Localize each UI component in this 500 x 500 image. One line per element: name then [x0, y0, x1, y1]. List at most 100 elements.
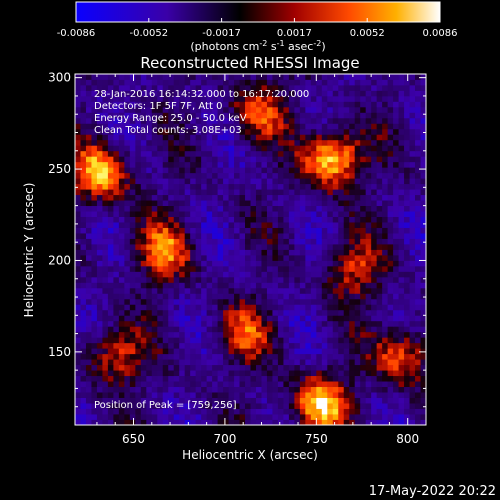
heatmap-cell — [305, 414, 312, 420]
heatmap-cell — [288, 370, 295, 377]
heatmap-cell — [371, 84, 378, 91]
heatmap-cell — [393, 397, 399, 404]
heatmap-cell — [376, 326, 383, 333]
heatmap-cell — [239, 183, 246, 190]
heatmap-cell — [113, 298, 120, 305]
heatmap-cell — [80, 276, 87, 283]
heatmap-cell — [217, 386, 224, 393]
heatmap-cell — [387, 408, 394, 415]
heatmap-cell — [404, 205, 410, 212]
heatmap-cell — [107, 90, 114, 97]
heatmap-cell — [228, 282, 235, 289]
heatmap-cell — [96, 145, 103, 152]
heatmap-cell — [255, 112, 262, 119]
heatmap-cell — [299, 145, 306, 152]
heatmap-cell — [129, 331, 136, 338]
heatmap-cell — [234, 254, 240, 261]
heatmap-cell — [113, 403, 120, 409]
heatmap-cell — [162, 106, 169, 113]
heatmap-cell — [184, 222, 191, 228]
heatmap-cell — [162, 392, 169, 398]
heatmap-cell — [168, 386, 175, 393]
heatmap-cell — [212, 309, 218, 316]
heatmap-cell — [179, 200, 186, 207]
heatmap-cell — [228, 233, 235, 239]
heatmap-cell — [179, 227, 186, 234]
heatmap-cell — [206, 128, 213, 135]
heatmap-cell — [272, 381, 279, 388]
heatmap-cell — [239, 79, 246, 86]
heatmap-cell — [310, 172, 317, 179]
heatmap-cell — [409, 276, 416, 283]
heatmap-cell — [146, 222, 153, 228]
heatmap-cell — [146, 282, 153, 289]
heatmap-cell — [217, 254, 224, 261]
heatmap-cell — [354, 74, 361, 80]
heatmap-cell — [376, 403, 383, 409]
heatmap-cell — [316, 79, 323, 86]
heatmap-cell — [338, 276, 345, 283]
heatmap-cell — [140, 309, 147, 316]
heatmap-cell — [387, 194, 394, 201]
heatmap-cell — [239, 200, 246, 207]
heatmap-cell — [190, 205, 197, 212]
heatmap-cell — [349, 106, 356, 113]
heatmap-cell — [184, 364, 191, 371]
heatmap-cell — [310, 276, 317, 283]
colorbar-tick-label: -0.0052 — [129, 28, 168, 39]
heatmap-cell — [321, 222, 328, 228]
heatmap-cell — [96, 271, 103, 278]
heatmap-cell — [420, 392, 427, 398]
heatmap-cell — [338, 95, 345, 102]
heatmap-cell — [371, 211, 378, 217]
heatmap-cell — [91, 178, 98, 185]
heatmap-cell — [168, 315, 175, 322]
heatmap-cell — [228, 348, 235, 355]
heatmap-cell — [371, 403, 378, 409]
heatmap-cell — [85, 403, 92, 409]
heatmap-cell — [80, 304, 87, 311]
heatmap-cell — [140, 79, 147, 86]
heatmap-cell — [212, 419, 218, 426]
heatmap-cell — [299, 254, 306, 261]
heatmap-cell — [338, 414, 345, 420]
heatmap-cell — [332, 194, 339, 201]
heatmap-cell — [135, 315, 142, 322]
heatmap-cell — [321, 178, 328, 185]
heatmap-cell — [272, 194, 279, 201]
heatmap-cell — [245, 95, 251, 102]
heatmap-cell — [398, 298, 405, 305]
heatmap-cell — [343, 101, 350, 108]
heatmap-cell — [107, 150, 114, 157]
heatmap-cell — [80, 134, 87, 141]
heatmap-cell — [190, 337, 197, 344]
heatmap-cell — [376, 233, 383, 239]
heatmap-cell — [305, 150, 312, 157]
heatmap-cell — [162, 298, 169, 305]
heatmap-cell — [338, 172, 345, 179]
heatmap-cell — [321, 392, 328, 398]
heatmap-cell — [250, 326, 257, 333]
heatmap-cell — [184, 205, 191, 212]
heatmap-cell — [365, 233, 372, 239]
heatmap-cell — [294, 353, 301, 360]
heatmap-cell — [168, 298, 175, 305]
heatmap-cell — [80, 84, 87, 91]
heatmap-cell — [168, 282, 175, 289]
heatmap-cell — [398, 178, 405, 185]
heatmap-cell — [277, 392, 284, 398]
heatmap-cell — [343, 403, 350, 409]
heatmap-cell — [283, 282, 290, 289]
heatmap-cell — [371, 123, 378, 130]
heatmap-cell — [365, 200, 372, 207]
heatmap-cell — [387, 414, 394, 420]
heatmap-cell — [195, 222, 202, 228]
heatmap-cell — [102, 211, 109, 217]
heatmap-cell — [245, 222, 251, 228]
heatmap-cell — [382, 84, 389, 91]
heatmap-cell — [96, 123, 103, 130]
heatmap-cell — [184, 403, 191, 409]
heatmap-cell — [420, 348, 427, 355]
heatmap-cell — [277, 348, 284, 355]
heatmap-cell — [223, 178, 229, 185]
